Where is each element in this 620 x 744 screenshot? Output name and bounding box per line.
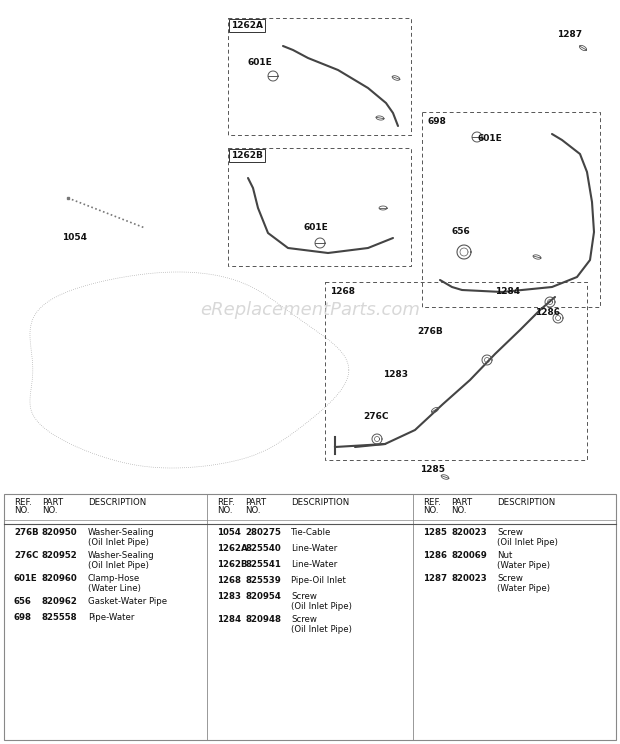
Text: Screw: Screw	[291, 592, 317, 601]
Text: DESCRIPTION: DESCRIPTION	[88, 498, 146, 507]
Text: Line-Water: Line-Water	[291, 560, 337, 569]
Text: 698: 698	[427, 117, 446, 126]
Text: 698: 698	[14, 613, 32, 622]
Text: Line-Water: Line-Water	[291, 544, 337, 553]
Text: 1283: 1283	[217, 592, 241, 601]
Text: NO.: NO.	[245, 506, 260, 515]
Text: (Oil Inlet Pipe): (Oil Inlet Pipe)	[88, 538, 149, 547]
Text: Pipe-Oil Inlet: Pipe-Oil Inlet	[291, 576, 346, 585]
Text: PART: PART	[451, 498, 472, 507]
Text: 820962: 820962	[42, 597, 78, 606]
Text: 825539: 825539	[245, 576, 281, 585]
Text: 276B: 276B	[417, 327, 443, 336]
Text: NO.: NO.	[42, 506, 58, 515]
Text: 1284: 1284	[495, 287, 520, 296]
Text: 1268: 1268	[217, 576, 241, 585]
Text: (Oil Inlet Pipe): (Oil Inlet Pipe)	[497, 538, 558, 547]
Text: 601E: 601E	[248, 58, 273, 67]
Text: 276C: 276C	[363, 412, 389, 421]
Text: 1284: 1284	[217, 615, 241, 624]
Text: DESCRIPTION: DESCRIPTION	[497, 498, 556, 507]
Text: REF.: REF.	[423, 498, 441, 507]
Text: (Oil Inlet Pipe): (Oil Inlet Pipe)	[291, 602, 352, 611]
Text: 276B: 276B	[14, 528, 38, 537]
Text: NO.: NO.	[14, 506, 30, 515]
Text: 1262A: 1262A	[231, 21, 263, 30]
Text: 825558: 825558	[42, 613, 78, 622]
Text: NO.: NO.	[217, 506, 232, 515]
Text: 820948: 820948	[245, 615, 281, 624]
Text: eReplacementParts.com: eReplacementParts.com	[200, 301, 420, 319]
Text: 1054: 1054	[62, 233, 87, 242]
Text: REF.: REF.	[217, 498, 235, 507]
Text: 1262A: 1262A	[217, 544, 247, 553]
Text: Pipe-Water: Pipe-Water	[88, 613, 135, 622]
Text: 1286: 1286	[423, 551, 447, 560]
Text: Washer-Sealing: Washer-Sealing	[88, 528, 154, 537]
Text: 825540: 825540	[245, 544, 281, 553]
Text: 820950: 820950	[42, 528, 78, 537]
Text: 1287: 1287	[557, 30, 582, 39]
Text: Screw: Screw	[291, 615, 317, 624]
Text: 656: 656	[14, 597, 32, 606]
Text: 1283: 1283	[383, 370, 408, 379]
Text: PART: PART	[245, 498, 266, 507]
Text: Tie-Cable: Tie-Cable	[291, 528, 331, 537]
Text: 280275: 280275	[245, 528, 281, 537]
Text: 820069: 820069	[451, 551, 487, 560]
Text: (Oil Inlet Pipe): (Oil Inlet Pipe)	[291, 625, 352, 634]
Text: PART: PART	[42, 498, 63, 507]
Text: Washer-Sealing: Washer-Sealing	[88, 551, 154, 560]
Text: 1287: 1287	[423, 574, 447, 583]
Text: 1262B: 1262B	[217, 560, 247, 569]
Text: 1262B: 1262B	[231, 151, 263, 160]
Text: 276C: 276C	[14, 551, 38, 560]
Text: Clamp-Hose: Clamp-Hose	[88, 574, 140, 583]
Text: 820023: 820023	[451, 574, 487, 583]
Text: DESCRIPTION: DESCRIPTION	[291, 498, 349, 507]
Text: (Water Pipe): (Water Pipe)	[497, 561, 550, 570]
Text: 1268: 1268	[330, 287, 355, 296]
Text: NO.: NO.	[423, 506, 438, 515]
Text: 820023: 820023	[451, 528, 487, 537]
Text: REF.: REF.	[14, 498, 32, 507]
Bar	[228, 18, 411, 135]
Text: 1285: 1285	[420, 465, 445, 474]
Bar	[422, 112, 600, 307]
Text: 820954: 820954	[245, 592, 281, 601]
Text: 1286: 1286	[535, 308, 560, 317]
Text: Nut: Nut	[497, 551, 512, 560]
Text: (Oil Inlet Pipe): (Oil Inlet Pipe)	[88, 561, 149, 570]
Text: NO.: NO.	[451, 506, 466, 515]
Text: Gasket-Water Pipe: Gasket-Water Pipe	[88, 597, 167, 606]
Text: 825541: 825541	[245, 560, 281, 569]
Text: (Water Line): (Water Line)	[88, 584, 141, 593]
Bar	[325, 282, 587, 460]
Text: 656: 656	[452, 227, 471, 236]
Text: 1054: 1054	[217, 528, 241, 537]
Text: 820960: 820960	[42, 574, 78, 583]
Text: 601E: 601E	[303, 223, 328, 232]
Text: (Water Pipe): (Water Pipe)	[497, 584, 550, 593]
Bar	[228, 148, 411, 266]
Text: 820952: 820952	[42, 551, 78, 560]
Text: 601E: 601E	[14, 574, 38, 583]
Text: Screw: Screw	[497, 528, 523, 537]
Text: Screw: Screw	[497, 574, 523, 583]
Text: 601E: 601E	[477, 134, 502, 143]
Text: 1285: 1285	[423, 528, 447, 537]
